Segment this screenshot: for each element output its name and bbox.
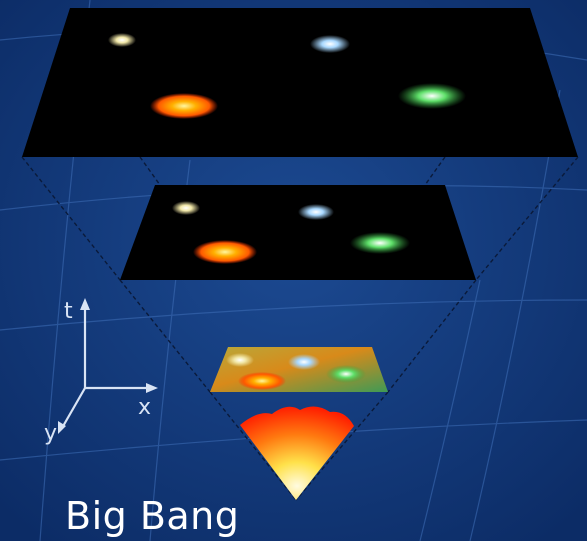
spiral-galaxy-icon xyxy=(310,35,350,53)
y-axis-label: y xyxy=(44,421,57,446)
big-bang-caption: Big Bang xyxy=(65,494,239,538)
middle-universe-slice xyxy=(120,185,476,280)
present-universe-slice xyxy=(22,8,578,157)
x-axis-label: x xyxy=(138,395,151,420)
spiral-galaxy-icon xyxy=(193,240,257,264)
spiral-galaxy-icon xyxy=(398,83,466,109)
spiral-galaxy-icon xyxy=(326,365,366,383)
spiral-galaxy-icon xyxy=(238,372,286,390)
spiral-galaxy-icon xyxy=(298,204,334,220)
t-axis-label: t xyxy=(64,299,73,324)
spiral-galaxy-icon xyxy=(150,93,218,119)
spiral-galaxy-icon xyxy=(226,353,254,367)
spiral-galaxy-icon xyxy=(108,33,136,47)
spiral-galaxy-icon xyxy=(350,232,410,254)
spiral-galaxy-icon xyxy=(288,354,320,370)
spiral-galaxy-icon xyxy=(172,201,200,215)
